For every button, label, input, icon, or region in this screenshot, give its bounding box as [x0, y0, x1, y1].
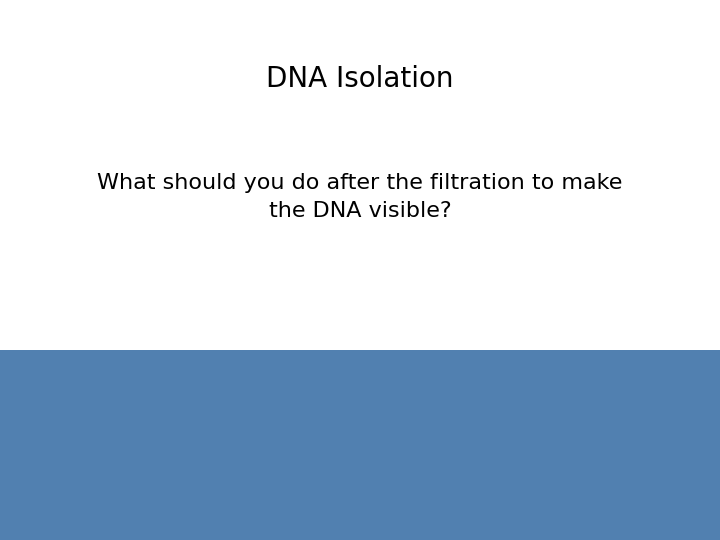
Text: DNA Isolation: DNA Isolation [266, 65, 454, 93]
Text: What should you do after the filtration to make
the DNA visible?: What should you do after the filtration … [97, 173, 623, 221]
